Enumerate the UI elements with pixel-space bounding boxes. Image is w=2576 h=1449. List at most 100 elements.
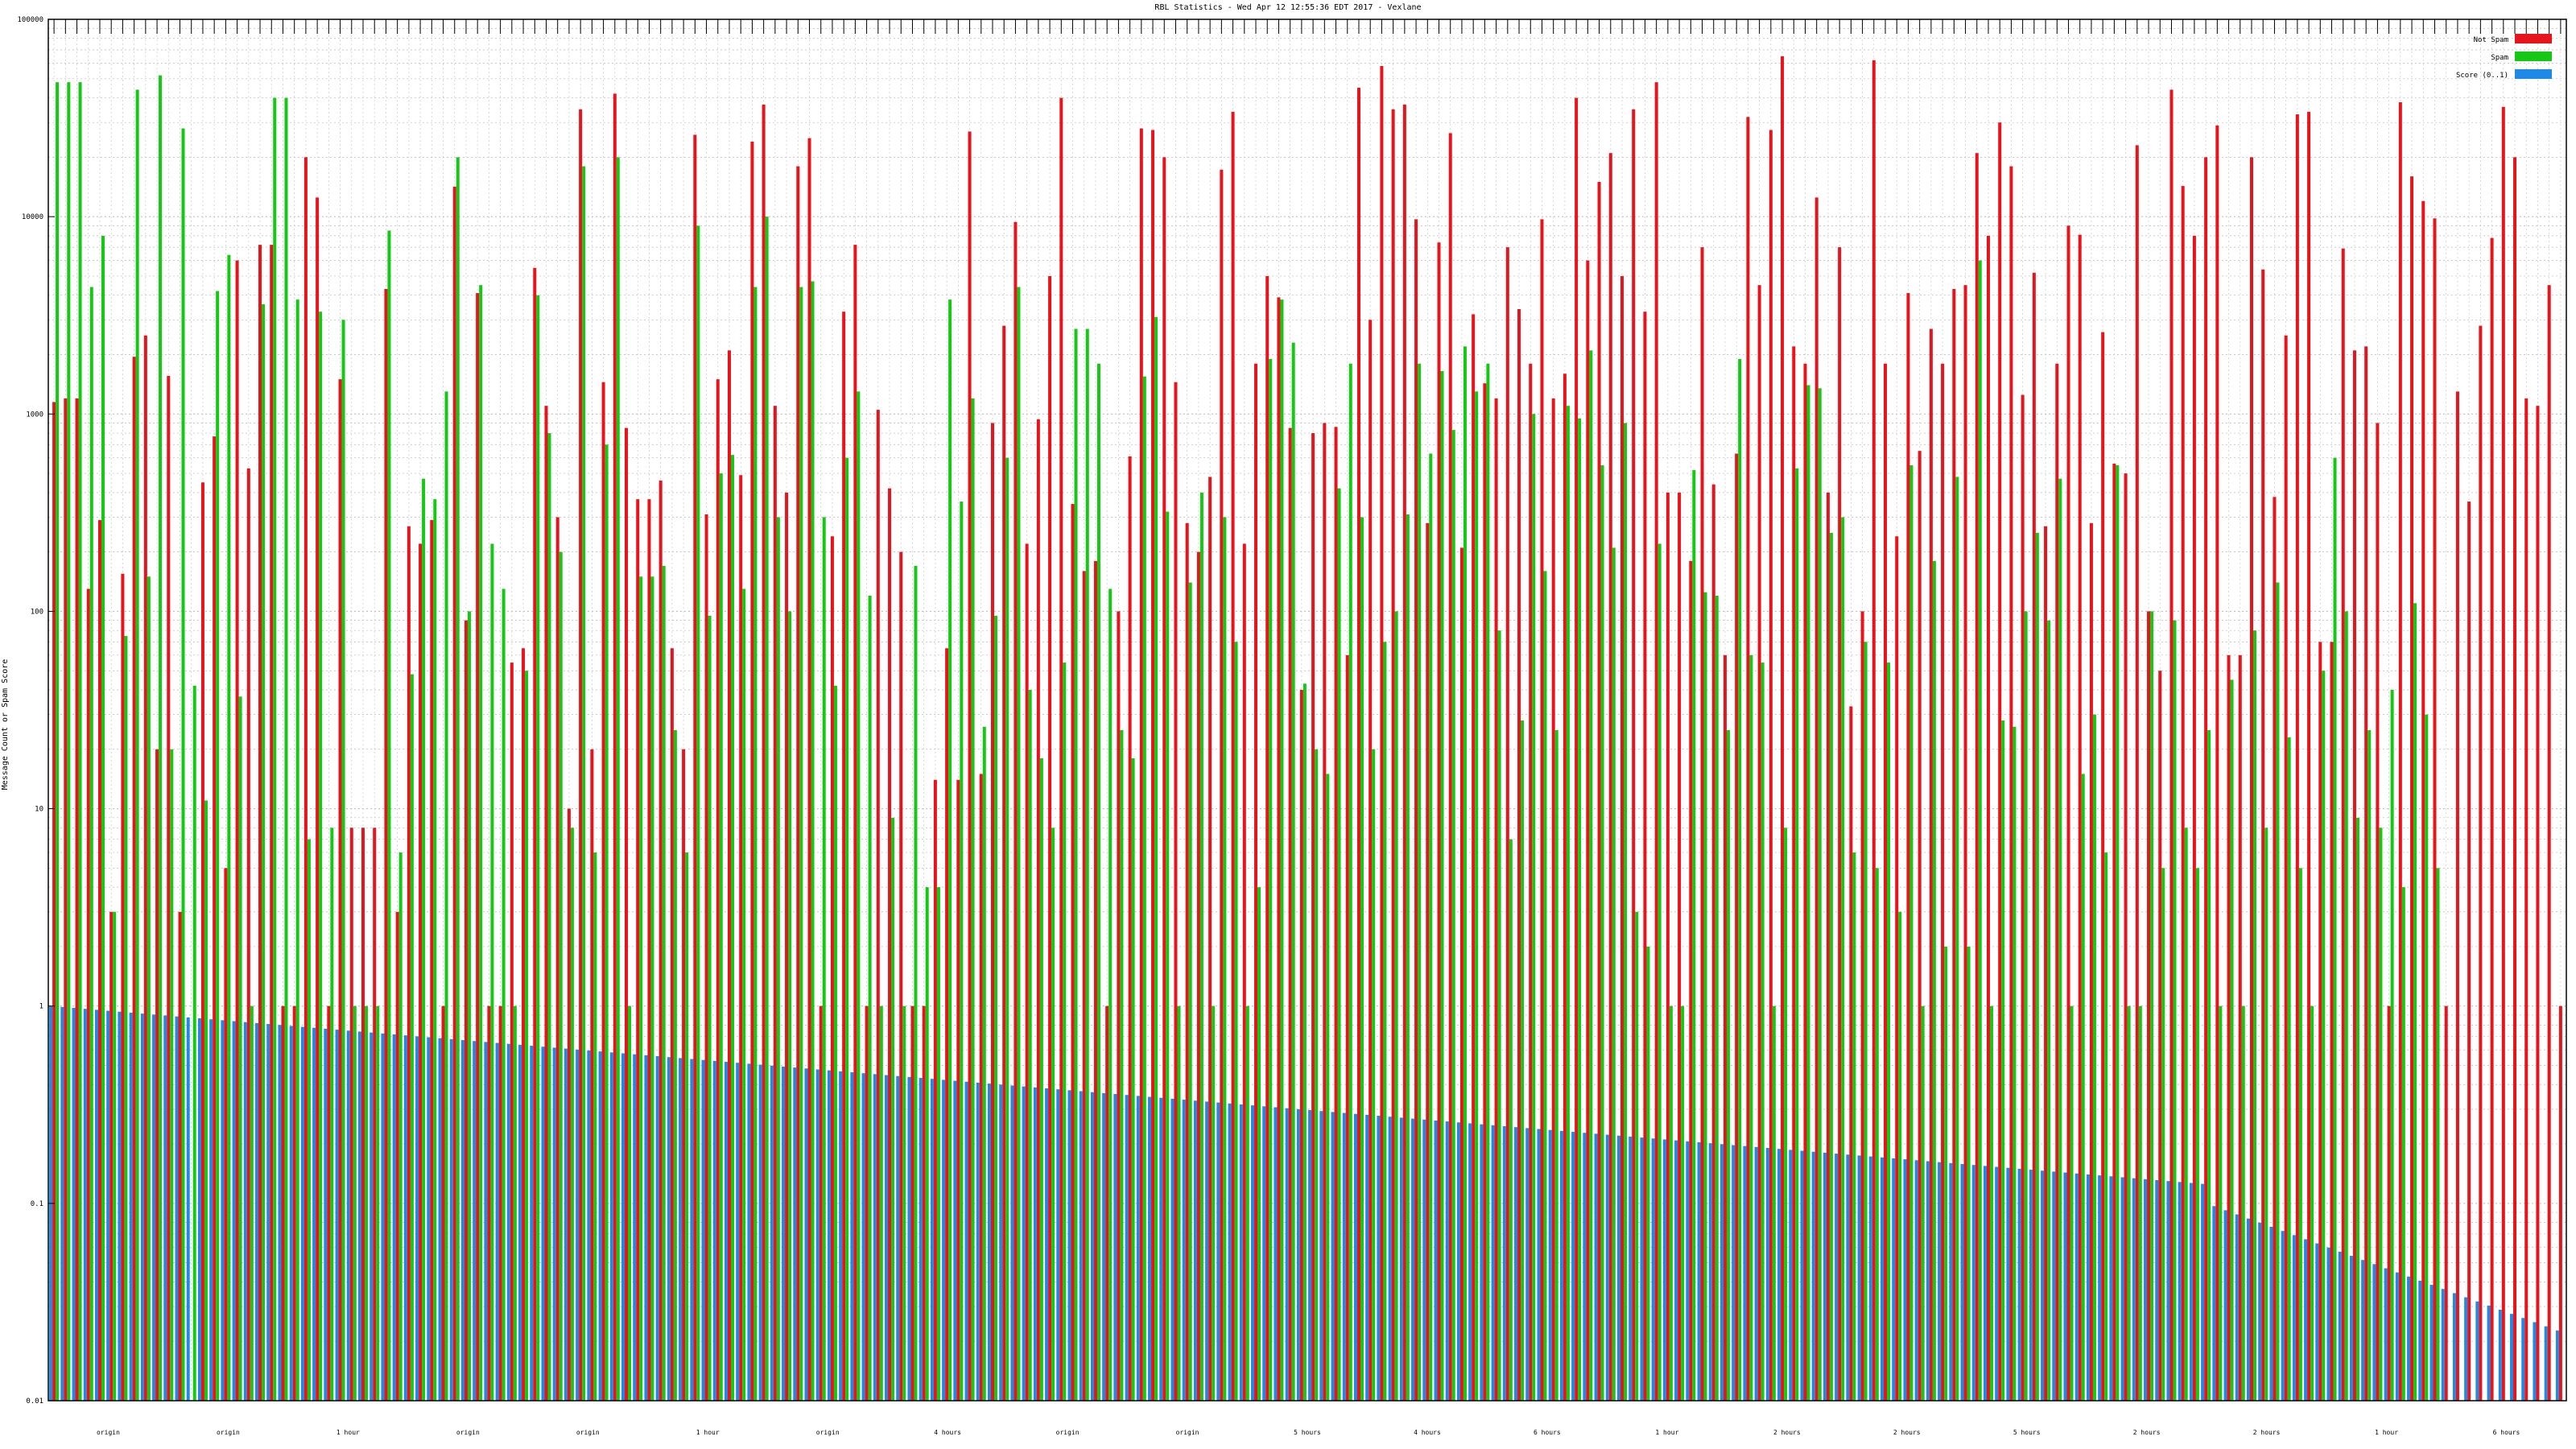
bar-not-spam <box>670 648 674 1401</box>
bar-spam <box>2001 720 2005 1401</box>
bar-not-spam <box>1356 88 1360 1402</box>
bar-not-spam <box>2009 166 2013 1402</box>
bar-not-spam <box>2032 272 2036 1402</box>
bar-not-spam <box>373 828 377 1401</box>
bar-spam <box>56 82 60 1401</box>
bar-not-spam <box>1311 433 1315 1402</box>
bar-not-spam <box>246 468 250 1402</box>
bar-score <box>2521 1318 2525 1401</box>
bar-score <box>2258 1222 2262 1401</box>
bar-not-spam <box>97 520 101 1402</box>
bar-not-spam <box>2055 363 2059 1401</box>
x-category-label: origin <box>217 1429 240 1436</box>
bar-spam <box>78 82 82 1401</box>
bar-spam <box>262 303 266 1402</box>
bar-not-spam <box>1551 398 1555 1401</box>
bar-score <box>1056 1089 1060 1401</box>
bar-not-spam <box>1459 547 1463 1401</box>
bar-score <box>2395 1272 2399 1401</box>
bar-spam <box>1829 532 1833 1401</box>
bar-score <box>1274 1107 1278 1401</box>
bar-not-spam <box>1174 382 1178 1401</box>
bar-spam <box>1085 328 1089 1401</box>
bar-score <box>1789 1150 1793 1401</box>
bar-score <box>129 1012 133 1401</box>
bar-score <box>541 1046 545 1401</box>
bar-not-spam <box>2044 526 2048 1401</box>
bar-score <box>815 1069 819 1401</box>
bar-spam <box>982 726 986 1401</box>
bar-score <box>473 1041 477 1401</box>
bar-score <box>621 1053 625 1401</box>
bar-score <box>873 1074 877 1401</box>
x-category-label: 4 hours <box>1414 1429 1441 1436</box>
bar-score <box>552 1047 556 1401</box>
bar-not-spam <box>155 749 159 1401</box>
y-tick-label: 0.01 <box>26 1397 43 1406</box>
bar-not-spam <box>2295 114 2299 1402</box>
bar-score <box>1067 1090 1071 1401</box>
bar-spam <box>1784 828 1788 1401</box>
bar-spam <box>1978 260 1982 1402</box>
bar-score <box>1308 1110 1312 1401</box>
bar-spam <box>1418 363 1422 1401</box>
bar-score <box>1811 1151 1815 1401</box>
bar-score <box>1148 1096 1152 1401</box>
bar-spam <box>1406 514 1410 1401</box>
bar-score <box>1640 1137 1644 1401</box>
bar-score <box>1754 1146 1758 1401</box>
bar-spam <box>1738 358 1742 1401</box>
bar-score <box>667 1057 671 1401</box>
bar-not-spam <box>1345 654 1349 1401</box>
bar-score <box>1971 1165 1975 1401</box>
bar-not-spam <box>2341 248 2345 1402</box>
bar-score <box>976 1082 980 1401</box>
bar-not-spam <box>1700 247 1704 1401</box>
bar-not-spam <box>1265 275 1269 1401</box>
bar-spam <box>948 299 952 1402</box>
bar-score <box>712 1060 716 1401</box>
bar-spam <box>1486 363 1490 1401</box>
bar-spam <box>1578 418 1582 1402</box>
bar-not-spam <box>876 410 880 1401</box>
bar-spam <box>936 887 940 1401</box>
bar-score <box>861 1073 865 1401</box>
bar-score <box>679 1058 683 1401</box>
bar-not-spam <box>2490 237 2494 1401</box>
bar-score <box>609 1052 613 1401</box>
bar-spam <box>1967 946 1971 1401</box>
bar-not-spam <box>258 245 262 1401</box>
bar-not-spam <box>2021 394 2025 1401</box>
bar-score <box>964 1081 968 1401</box>
bar-spam <box>2276 582 2280 1401</box>
y-tick-label: 10000 <box>22 213 43 221</box>
bar-not-spam <box>2558 1005 2562 1401</box>
bar-not-spam <box>2398 102 2402 1401</box>
bar-score <box>942 1080 946 1401</box>
bar-not-spam <box>2066 225 2070 1401</box>
bar-not-spam <box>1563 374 1567 1401</box>
bar-spam <box>376 1005 380 1401</box>
bar-score <box>2326 1247 2330 1401</box>
bar-score <box>94 1009 98 1401</box>
bar-not-spam <box>1689 560 1693 1401</box>
bar-spam <box>2401 887 2405 1401</box>
bar-spam <box>1875 868 1879 1401</box>
bar-not-spam <box>922 1005 926 1401</box>
bar-not-spam <box>303 157 308 1401</box>
bar-not-spam <box>1505 247 1509 1401</box>
bar-spam <box>456 157 460 1401</box>
bar-score <box>2475 1301 2479 1401</box>
bar-spam <box>479 285 483 1402</box>
bar-score <box>1960 1163 1964 1401</box>
bar-score <box>1559 1130 1563 1401</box>
bar-not-spam <box>1048 275 1052 1401</box>
bar-not-spam <box>785 492 789 1401</box>
bar-score <box>175 1016 179 1401</box>
bar-spam <box>925 887 929 1401</box>
bar-score <box>1892 1158 1896 1401</box>
bar-spam <box>250 1005 254 1401</box>
bar-not-spam <box>1803 363 1807 1401</box>
bar-spam <box>662 565 666 1401</box>
bar-spam <box>994 615 997 1401</box>
